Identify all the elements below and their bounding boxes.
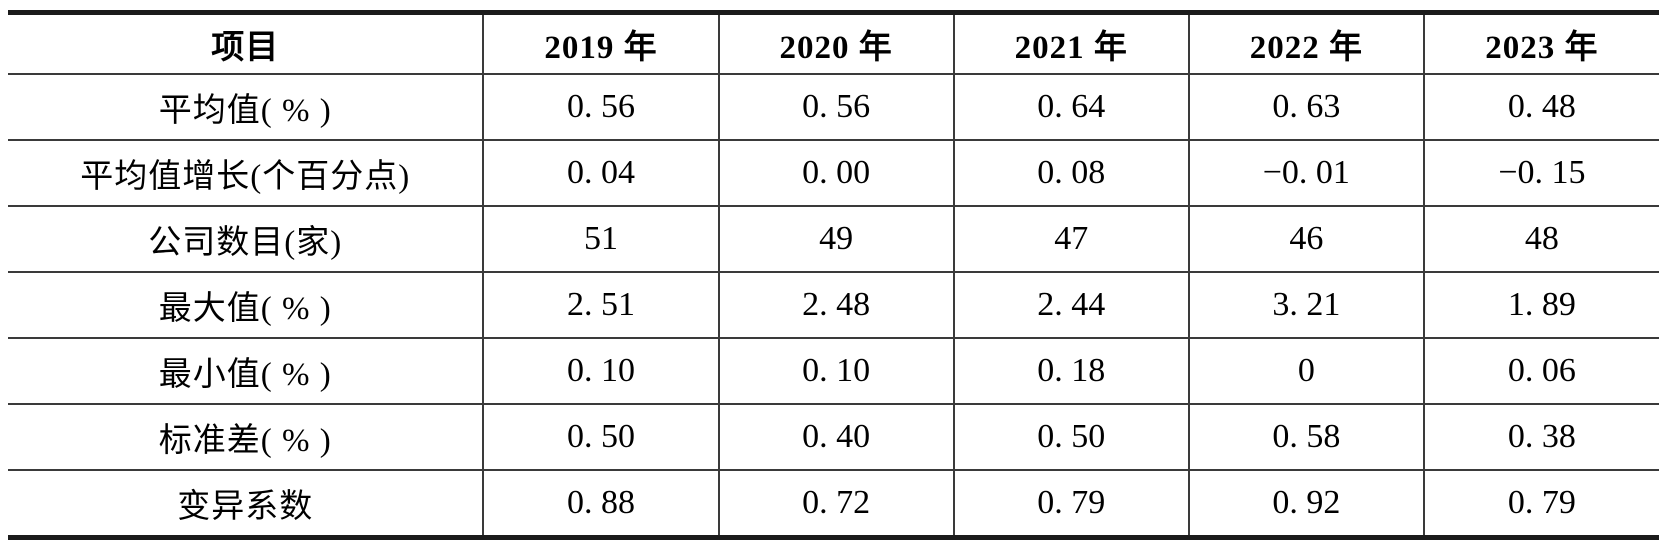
table-cell: 0. 04: [482, 140, 719, 207]
table-cell: 0. 10: [717, 338, 954, 405]
table-cell: 0. 79: [952, 470, 1189, 539]
table-cell: 49: [717, 206, 954, 273]
table-cell: 0. 92: [1187, 470, 1424, 539]
year-column-header: 2021 年: [952, 12, 1189, 75]
table-row: 公司数目(家) 51 49 47 46 48: [8, 206, 1659, 273]
table-cell: 0. 38: [1422, 404, 1659, 471]
item-column-header: 项目: [8, 12, 484, 75]
year-column-header: 2022 年: [1187, 12, 1424, 75]
table-cell: 0. 72: [717, 470, 954, 539]
table-cell: 0: [1187, 338, 1424, 405]
table-cell: 0. 00: [717, 140, 954, 207]
table-cell: 0. 10: [482, 338, 719, 405]
table-row: 平均值增长(个百分点) 0. 04 0. 00 0. 08 −0. 01 −0. 15: [8, 140, 1659, 207]
table-cell: 0. 48: [1422, 74, 1659, 141]
table-cell: 2. 48: [717, 272, 954, 339]
table-cell: 0. 58: [1187, 404, 1424, 471]
table-cell: 47: [952, 206, 1189, 273]
row-label: 最小值( % ): [8, 338, 484, 405]
table-cell: 48: [1422, 206, 1659, 273]
table-cell: 0. 50: [952, 404, 1189, 471]
table-cell: 1. 89: [1422, 272, 1659, 339]
table-cell: 0. 64: [952, 74, 1189, 141]
table-cell: 0. 56: [482, 74, 719, 141]
row-label: 平均值增长(个百分点): [8, 140, 484, 207]
table-body: 平均值( % ) 0. 56 0. 56 0. 64 0. 63 0. 48 平均值增长(个…: [8, 74, 1659, 539]
table-cell: 0. 18: [952, 338, 1189, 405]
table-cell: 46: [1187, 206, 1424, 273]
table-row: 最大值( % ) 2. 51 2. 48 2. 44 3. 21 1. 89: [8, 272, 1659, 339]
statistics-table: 项目 2019 年 2020 年 2021 年 2022 年 2023 年 平均值( % …: [8, 10, 1659, 540]
table-cell: 0. 79: [1422, 470, 1659, 539]
table-header-row: 项目 2019 年 2020 年 2021 年 2022 年 2023 年: [8, 12, 1659, 75]
table-cell: 0. 40: [717, 404, 954, 471]
table-row: 最小值( % ) 0. 10 0. 10 0. 18 0 0. 06: [8, 338, 1659, 405]
table-cell: 51: [482, 206, 719, 273]
table-cell: 2. 51: [482, 272, 719, 339]
row-label: 标准差( % ): [8, 404, 484, 471]
table-cell: 0. 63: [1187, 74, 1424, 141]
row-label: 变异系数: [8, 470, 484, 539]
table-row: 变异系数 0. 88 0. 72 0. 79 0. 92 0. 79: [8, 470, 1659, 539]
table-row: 标准差( % ) 0. 50 0. 40 0. 50 0. 58 0. 38: [8, 404, 1659, 471]
row-label: 公司数目(家): [8, 206, 484, 273]
table-cell: 0. 06: [1422, 338, 1659, 405]
table-cell: 3. 21: [1187, 272, 1424, 339]
table-cell: −0. 15: [1422, 140, 1659, 207]
table-cell: 0. 50: [482, 404, 719, 471]
year-column-header: 2023 年: [1422, 12, 1659, 75]
year-column-header: 2019 年: [482, 12, 719, 75]
table-cell: −0. 01: [1187, 140, 1424, 207]
table-cell: 0. 88: [482, 470, 719, 539]
table-cell: 0. 56: [717, 74, 954, 141]
table-cell: 2. 44: [952, 272, 1189, 339]
row-label: 最大值( % ): [8, 272, 484, 339]
table-cell: 0. 08: [952, 140, 1189, 207]
year-column-header: 2020 年: [717, 12, 954, 75]
table-row: 平均值( % ) 0. 56 0. 56 0. 64 0. 63 0. 48: [8, 74, 1659, 141]
row-label: 平均值( % ): [8, 74, 484, 141]
